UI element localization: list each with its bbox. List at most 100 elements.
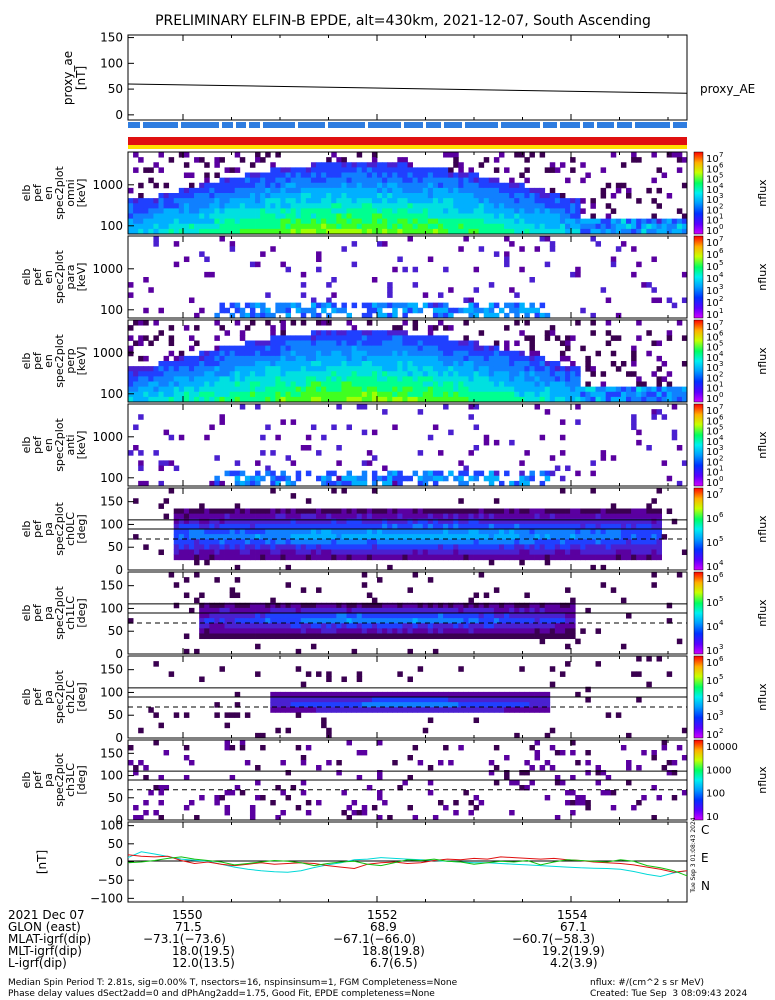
heatmap-cell	[305, 523, 312, 530]
y-label-line: pef	[31, 603, 44, 622]
heatmap-cell	[280, 335, 286, 341]
heatmap-cell	[209, 607, 215, 614]
heatmap-cell	[432, 633, 439, 640]
heatmap-cell	[326, 544, 332, 550]
heatmap-cell	[229, 470, 236, 477]
heatmap-cell	[326, 282, 332, 288]
heatmap-cell	[356, 152, 363, 158]
heatmap-cell	[498, 361, 505, 367]
heatmap-cell	[468, 307, 474, 314]
heatmap-cell	[646, 350, 652, 357]
heatmap-cell	[437, 228, 444, 235]
heatmap-cell	[631, 350, 637, 357]
heatmap-cell	[280, 386, 286, 393]
heatmap-cell	[219, 307, 225, 314]
heatmap-cell	[570, 371, 576, 377]
heatmap-cell	[336, 445, 342, 451]
heatmap-cell	[316, 172, 322, 179]
heatmap-cell	[524, 355, 530, 362]
heatmap-cell	[443, 302, 449, 309]
heatmap-cell	[341, 361, 347, 367]
heatmap-cell	[580, 218, 586, 225]
heatmap-cell	[305, 203, 312, 209]
heatmap-cell	[473, 613, 480, 619]
heatmap-cell	[331, 366, 337, 372]
heatmap-cell	[382, 241, 388, 247]
heatmap-cell	[143, 335, 149, 341]
heatmap-cell	[671, 218, 678, 225]
heatmap-cell	[270, 613, 276, 619]
heatmap-cell	[468, 228, 474, 235]
heatmap-cell	[209, 386, 215, 393]
heatmap-cell	[255, 613, 261, 619]
heatmap-cell	[397, 529, 403, 535]
heatmap-cell	[255, 381, 261, 388]
heatmap-cell	[519, 376, 525, 382]
heatmap-cell	[331, 376, 337, 382]
heatmap-cell	[443, 534, 449, 540]
heatmap-cell	[539, 396, 546, 403]
heatmap-cell	[656, 488, 662, 494]
heatmap-cell	[219, 386, 225, 393]
heatmap-cell	[661, 361, 668, 367]
heatmap-cell	[219, 623, 225, 629]
heatmap-cell	[544, 549, 551, 556]
heatmap-cell	[214, 613, 220, 619]
heatmap-cell	[153, 366, 159, 372]
heatmap-cell	[366, 391, 373, 398]
heatmap-cell	[539, 198, 546, 204]
science-zone-segment	[444, 122, 462, 128]
heatmap-cell	[514, 618, 520, 624]
heatmap-cell	[371, 534, 378, 540]
heatmap-cell	[361, 340, 368, 347]
heatmap-cell	[316, 702, 322, 708]
heatmap-cell	[361, 475, 368, 482]
heatmap-cell	[168, 460, 175, 466]
heatmap-cell	[549, 727, 556, 734]
heatmap-cell	[300, 361, 307, 367]
colorbar-tick-label: 10	[706, 298, 719, 309]
heatmap-cell	[270, 518, 276, 525]
heatmap-cell	[544, 513, 551, 520]
heatmap-cell	[295, 361, 302, 367]
heatmap-cell	[559, 208, 566, 214]
heatmap-cell	[310, 523, 317, 530]
heatmap-cell	[509, 223, 515, 230]
heatmap-cell	[509, 361, 515, 367]
heatmap-cell	[681, 335, 687, 341]
heatmap-cell	[336, 208, 342, 214]
heatmap-cell	[300, 208, 307, 214]
heatmap-cell	[387, 213, 393, 220]
heatmap-cell	[387, 330, 393, 336]
heatmap-cell	[336, 544, 342, 550]
heatmap-cell	[316, 218, 322, 225]
heatmap-cell	[478, 355, 485, 362]
heatmap-cell	[488, 691, 495, 698]
y-tick-label: 1000	[92, 346, 123, 360]
heatmap-cell	[524, 475, 530, 482]
heatmap-cell	[199, 607, 205, 614]
heatmap-cell	[498, 554, 505, 561]
heatmap-cell	[620, 361, 627, 367]
heatmap-cell	[407, 187, 413, 194]
heatmap-cell	[473, 350, 480, 357]
heatmap-cell	[478, 539, 485, 545]
heatmap-cell	[676, 445, 683, 451]
heatmap-cell	[234, 177, 241, 184]
heatmap-cell	[331, 193, 337, 199]
heatmap-cell	[631, 246, 637, 252]
heatmap-cell	[422, 366, 429, 372]
heatmap-cell	[331, 330, 337, 336]
heatmap-cell	[626, 549, 632, 556]
heatmap-cell	[316, 320, 322, 326]
heatmap-cell	[280, 691, 286, 698]
heatmap-cell	[249, 534, 256, 540]
heatmap-cell	[382, 162, 388, 168]
heatmap-cell	[448, 361, 454, 367]
heatmap-cell	[580, 198, 586, 204]
heatmap-cell	[229, 534, 236, 540]
heatmap-cell	[249, 480, 256, 487]
heatmap-cell	[529, 355, 535, 362]
heatmap-cell	[676, 386, 683, 393]
colorbar-tick-label: 10	[706, 175, 719, 186]
